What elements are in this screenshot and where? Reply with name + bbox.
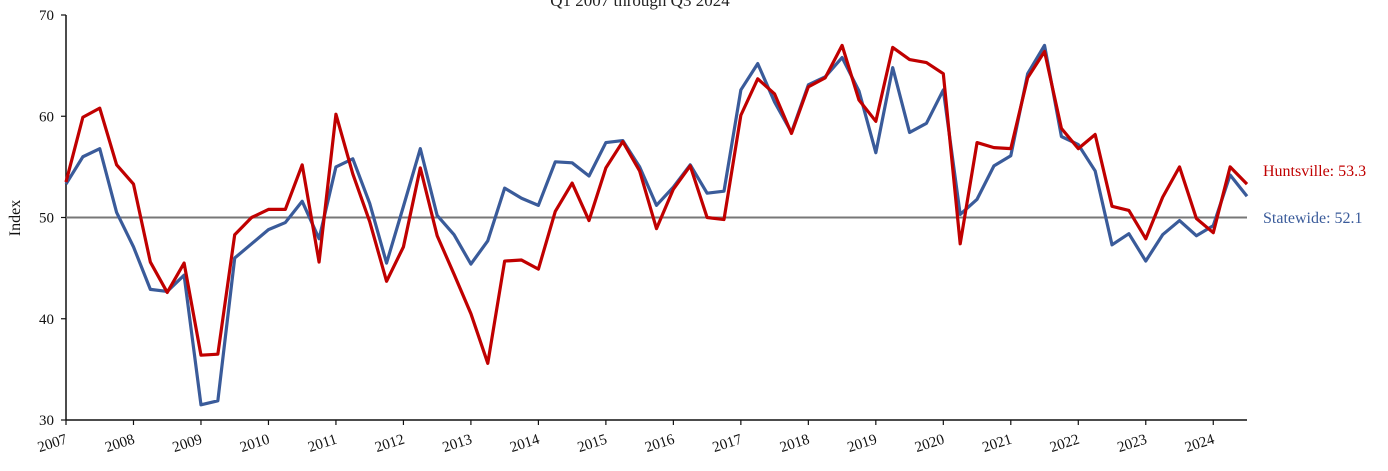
x-tick-label: 2022 [1048, 432, 1081, 456]
x-tick-label: 2017 [711, 431, 745, 456]
x-tick-label: 2012 [373, 432, 406, 456]
x-tick-label: 2023 [1116, 432, 1149, 456]
x-tick-label: 2010 [238, 432, 271, 456]
y-tick-label: 60 [39, 109, 54, 125]
x-tick-label: 2018 [778, 432, 811, 456]
x-axis: 2007 2008 2009 2010 2011 2012 2013 2014 2015 2016… [36, 419, 1247, 456]
x-tick-label: 2019 [846, 432, 879, 456]
x-tick-label: 2021 [981, 432, 1014, 456]
chart-subtitle: Q1 2007 through Q3 2024 [550, 0, 730, 10]
x-tick-label: 2009 [171, 432, 204, 456]
end-label-statewide: Statewide: 52.1 [1263, 210, 1363, 227]
x-tick-label: 2015 [576, 432, 609, 456]
end-labels: Huntsville: 53.3 Statewide: 52.1 [1263, 163, 1366, 227]
y-tick-label: 40 [39, 312, 54, 328]
y-axis: 30 40 50 60 70 [39, 8, 67, 429]
y-tick-label: 70 [39, 8, 54, 24]
x-tick-label: 2013 [441, 432, 474, 456]
end-label-huntsville: Huntsville: 53.3 [1263, 163, 1366, 180]
x-tick-label: 2020 [913, 432, 946, 456]
x-tick-label: 2016 [643, 431, 677, 456]
x-tick-label: 2014 [508, 431, 542, 456]
x-tick-label: 2007 [36, 431, 70, 456]
series-layer [64, 43, 1249, 407]
y-tick-label: 30 [39, 413, 54, 429]
series-line-huntsville [64, 43, 1249, 365]
y-axis-label: Index [7, 200, 24, 236]
y-tick-label: 50 [39, 211, 54, 227]
x-tick-label: 2024 [1183, 431, 1217, 456]
x-tick-label: 2011 [306, 432, 339, 456]
x-tick-label: 2008 [103, 432, 136, 456]
